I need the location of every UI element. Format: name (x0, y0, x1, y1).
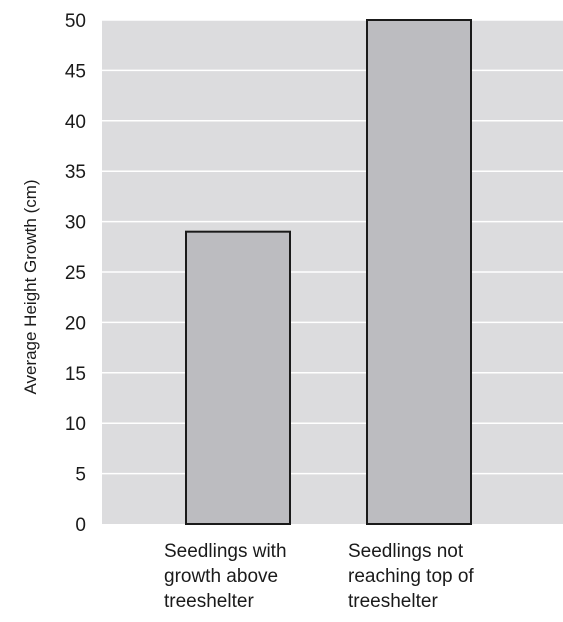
x-category-label-line: treeshelter (164, 591, 254, 612)
x-category-label: Seedlings not reaching top of treeshelter (348, 541, 474, 612)
x-category-label-line: growth above (164, 566, 278, 587)
x-category-label-line: reaching top of (348, 566, 474, 587)
y-tick-label: 20 (65, 313, 86, 334)
x-category-label: Seedlings with growth above treeshelter (164, 541, 287, 612)
y-tick-label: 15 (65, 364, 86, 385)
bar (185, 230, 291, 525)
y-tick-label: 30 (65, 213, 86, 234)
bars (185, 19, 472, 525)
y-tick-label: 50 (65, 11, 86, 32)
x-category-labels: Seedlings with growth above treeshelterSee… (164, 541, 474, 612)
bar (366, 19, 472, 525)
x-category-label-line: treeshelter (348, 591, 438, 612)
y-tick-label: 40 (65, 112, 86, 133)
y-tick-label: 10 (65, 414, 86, 435)
y-tick-label: 0 (75, 515, 86, 536)
gridlines (102, 19, 563, 475)
y-tick-label: 25 (65, 263, 86, 284)
y-tick-label: 5 (75, 465, 86, 486)
x-category-label-line: Seedlings with (164, 541, 287, 562)
y-tick-label: 35 (65, 162, 86, 183)
y-tick-labels: 0 5 10 15 20 25 30 35 40 45 50 (65, 11, 86, 536)
y-axis-label: Average Height Growth (cm) (21, 179, 40, 394)
y-tick-label: 45 (65, 61, 86, 82)
x-category-label-line: Seedlings not (348, 541, 464, 562)
